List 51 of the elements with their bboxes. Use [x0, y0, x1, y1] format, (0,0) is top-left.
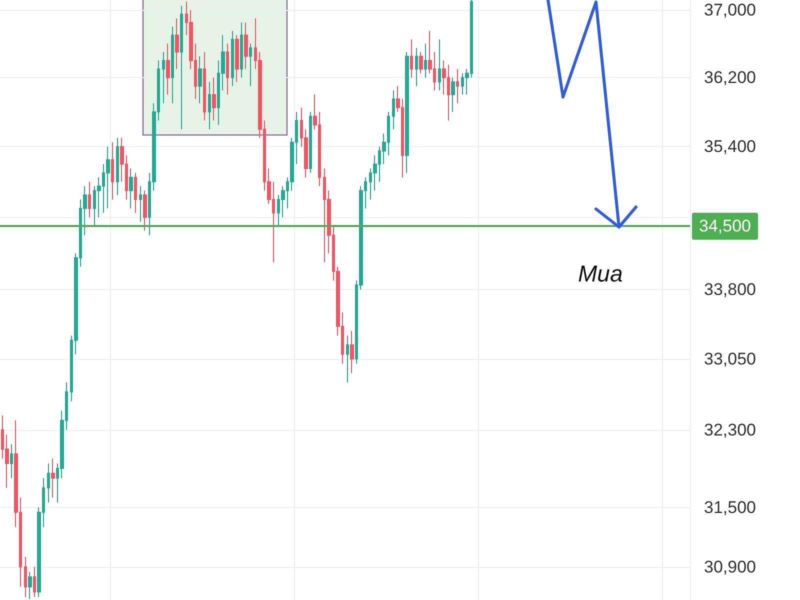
- ref-line-label: 34,500: [699, 216, 751, 236]
- candlestick: [392, 90, 395, 130]
- candlestick: [203, 52, 206, 122]
- candlestick: [166, 43, 170, 96]
- candlestick: [438, 38, 441, 91]
- candlestick: [451, 77, 455, 112]
- candlestick: [47, 463, 50, 503]
- candlestick: [419, 52, 423, 74]
- candlestick: [249, 43, 252, 87]
- y-tick-label: 36,200: [704, 68, 756, 88]
- candlestick: [226, 43, 229, 96]
- candlestick: [456, 68, 459, 104]
- annotation: Mua: [578, 260, 623, 286]
- y-tick-label: 33,050: [704, 349, 756, 368]
- candlestick: [28, 571, 32, 600]
- candlestick: [350, 330, 354, 374]
- candlestick: [143, 190, 147, 232]
- candlestick: [235, 34, 239, 82]
- candlestick: [180, 5, 183, 130]
- candlestick: [24, 556, 27, 598]
- candlestick: [134, 172, 137, 214]
- candlestick: [410, 38, 413, 78]
- candlestick: [116, 137, 119, 196]
- candlestick: [240, 22, 243, 78]
- candlestick: [415, 47, 418, 87]
- y-tick-label: 33,800: [704, 280, 756, 300]
- candlestick: [231, 30, 234, 87]
- candlestick: [244, 22, 248, 70]
- candlestick: [175, 18, 179, 70]
- candlestick: [129, 168, 133, 209]
- candlestick: [212, 77, 216, 122]
- candlestick: [208, 81, 211, 130]
- candlestick: [88, 181, 91, 218]
- y-tick-label: 37,000: [704, 0, 756, 20]
- candlestick: [106, 146, 110, 209]
- candlestick: [171, 26, 174, 104]
- candlestick: [309, 111, 312, 174]
- candlestick: [10, 444, 13, 479]
- candlestick: [33, 566, 36, 598]
- candlestick: [111, 142, 114, 200]
- candlestick: [405, 52, 409, 174]
- y-tick-label: 35,400: [704, 137, 756, 156]
- y-tick-label: 32,300: [704, 420, 756, 440]
- candlestick: [51, 458, 55, 498]
- candlestick: [198, 56, 202, 104]
- candlestick: [162, 52, 165, 104]
- candlestick: [424, 43, 427, 78]
- y-tick-label: 30,900: [704, 557, 756, 576]
- candlestick: [139, 186, 142, 222]
- candlestick: [346, 335, 349, 383]
- y-tick-label: 31,500: [704, 498, 756, 517]
